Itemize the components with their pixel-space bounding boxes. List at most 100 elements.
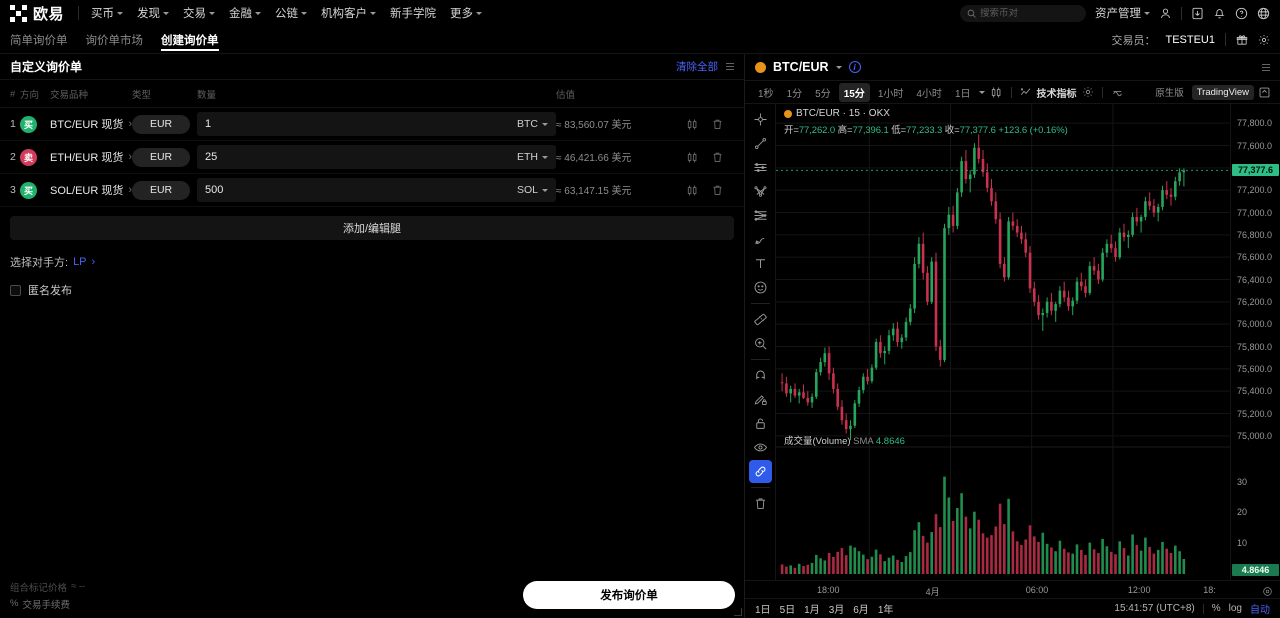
nav-item-more[interactable]: 更多 [450, 5, 483, 21]
time-axis-settings-icon[interactable] [1262, 584, 1273, 602]
eye-icon[interactable] [749, 436, 772, 459]
indicators-icon[interactable] [1018, 86, 1034, 98]
timeframe-15m[interactable]: 15分 [838, 82, 870, 102]
nav-item-chain[interactable]: 公链 [275, 5, 308, 21]
view-native-button[interactable]: 原生版 [1155, 88, 1184, 99]
view-tradingview-button[interactable]: TradingView [1191, 84, 1254, 100]
direction-badge[interactable]: 买 [20, 115, 37, 133]
row-direction[interactable]: 买 [20, 173, 50, 207]
chevron-down-icon[interactable] [978, 90, 985, 94]
settings-icon[interactable] [1258, 34, 1270, 46]
timeframe-1d[interactable]: 1日 [954, 88, 971, 100]
chevron-right-icon[interactable]: › [91, 256, 96, 268]
timeframe-1s[interactable]: 1秒 [758, 88, 774, 100]
time-axis[interactable]: 18:00 4月 06:00 12:00 18: [745, 580, 1280, 598]
delete-icon[interactable] [711, 184, 724, 197]
row-type[interactable]: EUR [132, 107, 198, 141]
timeframe-1h[interactable]: 1小时 [877, 88, 904, 100]
candlestick-icon[interactable] [686, 118, 699, 131]
chart-menu-icon[interactable] [1262, 63, 1270, 71]
pitchfork-icon[interactable] [749, 180, 772, 203]
counterparty-value[interactable]: LP [73, 256, 87, 268]
row-type[interactable]: EUR [132, 140, 198, 174]
globe-icon[interactable] [1257, 7, 1270, 20]
tab-rfq-market[interactable]: 询价单市场 [86, 26, 144, 53]
publish-rfq-button[interactable]: 发布询价单 [523, 581, 735, 609]
chevron-right-icon[interactable]: › [128, 184, 133, 196]
pencil-lock-icon[interactable] [749, 388, 772, 411]
chevron-right-icon[interactable]: › [128, 151, 133, 163]
fullscreen-icon[interactable] [1257, 87, 1272, 98]
quantity-input[interactable] [197, 178, 517, 202]
row-type[interactable]: EUR [132, 173, 198, 207]
trash-icon[interactable] [749, 492, 772, 515]
log-scale-button[interactable]: log [1228, 603, 1242, 614]
okx-logo[interactable]: 欧易 [10, 3, 64, 24]
tab-create-rfq[interactable]: 创建询价单 [161, 26, 219, 53]
chevron-down-icon[interactable] [835, 65, 842, 69]
range-1y[interactable]: 1年 [877, 605, 894, 616]
crosshair-icon[interactable] [749, 108, 772, 131]
search-box[interactable] [960, 4, 1086, 22]
trendline-icon[interactable] [749, 132, 772, 155]
direction-badge[interactable]: 买 [20, 181, 37, 199]
download-icon[interactable] [1191, 7, 1204, 20]
table-row[interactable]: 3 买 SOL/EUR 现货 › EUR SOL [0, 173, 744, 207]
table-row[interactable]: 1 买 BTC/EUR 现货 › EUR BTC [0, 107, 744, 141]
lock-icon[interactable] [749, 412, 772, 435]
compare-icon[interactable] [1109, 86, 1126, 99]
row-quantity[interactable]: ETH [197, 140, 556, 174]
indicators-label[interactable]: 技术指标 [1036, 88, 1077, 100]
range-5d[interactable]: 5日 [779, 605, 796, 616]
price-chart[interactable]: BTC/EUR · 15 · OKX 开=77,262.0 高=77,396.1… [776, 104, 1230, 580]
range-3m[interactable]: 3月 [828, 605, 845, 616]
delete-icon[interactable] [711, 151, 724, 164]
direction-badge[interactable]: 卖 [20, 148, 37, 166]
nav-item-finance[interactable]: 金融 [229, 5, 262, 21]
fib-retracement-icon[interactable] [749, 204, 772, 227]
range-1m[interactable]: 1月 [804, 605, 820, 616]
assets-menu[interactable]: 资产管理 [1095, 5, 1150, 21]
candlestick-icon[interactable] [686, 151, 699, 164]
drag-handle-icon[interactable] [726, 63, 734, 70]
text-icon[interactable] [749, 252, 772, 275]
nav-item-trade[interactable]: 交易 [183, 5, 216, 21]
resize-handle[interactable] [734, 608, 742, 616]
delete-icon[interactable] [711, 118, 724, 131]
anonymous-publish-toggle[interactable]: 匿名发布 [10, 282, 744, 298]
unit-select[interactable]: BTC [517, 118, 556, 130]
measure-icon[interactable] [749, 308, 772, 331]
percent-scale-button[interactable]: % [1211, 603, 1221, 614]
table-row[interactable]: 2 卖 ETH/EUR 现货 › EUR ETH [0, 140, 744, 174]
row-quantity[interactable]: BTC [197, 107, 556, 141]
price-axis[interactable]: 77,800.077,600.077,400.077,200.077,000.0… [1230, 104, 1280, 580]
timeframe-1m[interactable]: 1分 [786, 88, 803, 100]
add-edit-leg-button[interactable]: 添加/编辑腿 [10, 216, 734, 240]
magnet-icon[interactable] [749, 364, 772, 387]
nav-item-discover[interactable]: 发现 [137, 5, 170, 21]
brush-icon[interactable] [749, 228, 772, 251]
row-direction[interactable]: 卖 [20, 140, 50, 174]
auto-scale-button[interactable]: 自动 [1250, 605, 1270, 616]
row-quantity[interactable]: SOL [197, 173, 556, 207]
checkbox-icon[interactable] [10, 284, 21, 296]
user-icon[interactable] [1159, 7, 1172, 20]
nav-item-buy-crypto[interactable]: 买币 [91, 5, 124, 21]
row-instrument[interactable]: SOL/EUR 现货 › [50, 173, 133, 207]
type-pill[interactable]: EUR [132, 114, 191, 134]
range-6m[interactable]: 6月 [853, 605, 869, 616]
row-instrument[interactable]: BTC/EUR 现货 › [50, 107, 133, 141]
timeframe-5m[interactable]: 5分 [815, 88, 831, 100]
type-pill[interactable]: EUR [132, 147, 191, 167]
timeframe-4h[interactable]: 4小时 [916, 88, 942, 100]
quantity-input[interactable] [197, 145, 517, 169]
zoom-icon[interactable] [749, 332, 772, 355]
row-instrument[interactable]: ETH/EUR 现货 › [50, 140, 133, 174]
link-icon[interactable] [748, 460, 772, 483]
info-icon[interactable]: i [848, 61, 861, 73]
unit-select[interactable]: ETH [517, 151, 556, 163]
nav-item-academy[interactable]: 新手学院 [390, 5, 436, 21]
search-input[interactable] [980, 7, 1079, 19]
range-1d[interactable]: 1日 [755, 605, 771, 616]
bell-icon[interactable] [1213, 7, 1226, 20]
